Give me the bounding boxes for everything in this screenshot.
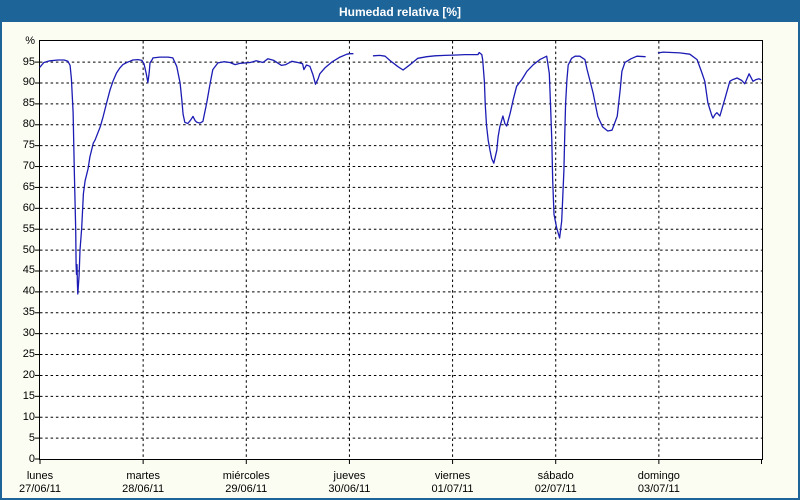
y-tick-label: 15 bbox=[22, 389, 35, 402]
y-tick-label: 60 bbox=[22, 201, 35, 214]
y-tick-label: 50 bbox=[22, 243, 35, 256]
x-day-label: miércoles 29/06/11 bbox=[200, 470, 292, 496]
x-day-label: martes 28/06/11 bbox=[97, 470, 189, 496]
x-day-name-label: lunes bbox=[26, 470, 54, 482]
y-tick-label: 70 bbox=[22, 160, 35, 173]
x-day-date-label: 01/07/11 bbox=[431, 483, 474, 495]
x-day-name-label: miércoles bbox=[222, 470, 270, 482]
y-tick-label: 45 bbox=[22, 264, 35, 277]
y-tick-label: 90 bbox=[22, 76, 35, 89]
humidity-series-line bbox=[39, 53, 354, 295]
x-day-name-label: domingo bbox=[637, 470, 680, 482]
x-day-label: sábado 02/07/11 bbox=[510, 470, 602, 496]
x-day-label: viernes 01/07/11 bbox=[407, 470, 499, 496]
y-tick-label: 80 bbox=[22, 118, 35, 131]
x-day-name-label: sábado bbox=[537, 470, 574, 482]
y-tick-label: 75 bbox=[22, 139, 35, 152]
chart-panel: % 0 5 10 15 20 25 30 35 40 45 50 55 60 65 70 75 80 85 90 95… bbox=[2, 22, 798, 498]
x-day-name-label: martes bbox=[126, 470, 160, 482]
x-day-name-label: viernes bbox=[434, 470, 471, 482]
x-day-label: jueves 30/06/11 bbox=[303, 470, 395, 496]
y-tick-label: 10 bbox=[22, 410, 35, 423]
y-tick-label: 85 bbox=[22, 97, 35, 110]
y-tick-label: 25 bbox=[22, 348, 35, 361]
x-day-date-label: 30/06/11 bbox=[328, 483, 371, 495]
humidity-series-line bbox=[372, 51, 646, 239]
x-day-name-label: jueves bbox=[333, 470, 366, 482]
y-tick-label: 20 bbox=[22, 368, 35, 381]
x-day-date-label: 03/07/11 bbox=[637, 483, 680, 495]
y-tick-label: 65 bbox=[22, 180, 35, 193]
y-tick-label: 55 bbox=[22, 222, 35, 235]
humidity-series-line bbox=[657, 51, 762, 119]
humidity-line-chart bbox=[35, 41, 762, 464]
window-titlebar: Humedad relativa [%] bbox=[2, 2, 798, 22]
x-day-date-label: 02/07/11 bbox=[534, 483, 577, 495]
plot-area bbox=[35, 40, 763, 464]
y-tick-label: 0 bbox=[28, 452, 35, 465]
x-day-label: lunes 27/06/11 bbox=[2, 470, 86, 496]
y-tick-label: 5 bbox=[28, 431, 35, 444]
y-tick-label: 40 bbox=[22, 285, 35, 298]
x-day-date-label: 27/06/11 bbox=[18, 483, 61, 495]
y-axis-unit-label: % bbox=[25, 35, 35, 47]
y-tick-label: 30 bbox=[22, 327, 35, 340]
y-tick-label: 95 bbox=[22, 55, 35, 68]
x-day-date-label: 29/06/11 bbox=[225, 483, 268, 495]
x-day-label: domingo 03/07/11 bbox=[613, 470, 705, 496]
x-day-date-label: 28/06/11 bbox=[122, 483, 165, 495]
y-tick-label: 35 bbox=[22, 306, 35, 319]
chart-title: Humedad relativa [%] bbox=[338, 5, 462, 19]
